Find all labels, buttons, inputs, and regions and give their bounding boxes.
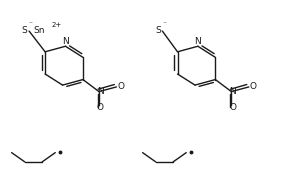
- Text: N: N: [229, 87, 236, 96]
- Text: ⁻: ⁻: [162, 19, 166, 28]
- Text: ⁻: ⁻: [29, 19, 33, 28]
- Text: N: N: [62, 37, 69, 46]
- Text: S: S: [22, 26, 28, 35]
- Text: O: O: [117, 83, 124, 91]
- Text: 2+: 2+: [52, 22, 62, 28]
- Text: N: N: [194, 37, 201, 46]
- Text: O: O: [97, 103, 104, 112]
- Text: N: N: [97, 87, 104, 96]
- Text: O: O: [229, 103, 236, 112]
- Text: Sn: Sn: [33, 26, 45, 35]
- Text: O: O: [250, 83, 257, 91]
- Text: S: S: [156, 26, 162, 35]
